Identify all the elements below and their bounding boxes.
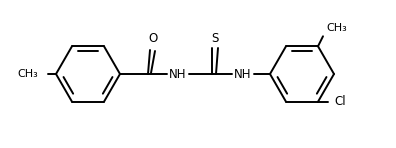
- Text: S: S: [211, 32, 219, 45]
- Text: CH₃: CH₃: [17, 69, 38, 79]
- Text: NH: NH: [234, 67, 252, 81]
- Text: O: O: [148, 32, 158, 45]
- Text: CH₃: CH₃: [326, 23, 347, 33]
- Text: NH: NH: [169, 67, 187, 81]
- Text: Cl: Cl: [334, 95, 346, 108]
